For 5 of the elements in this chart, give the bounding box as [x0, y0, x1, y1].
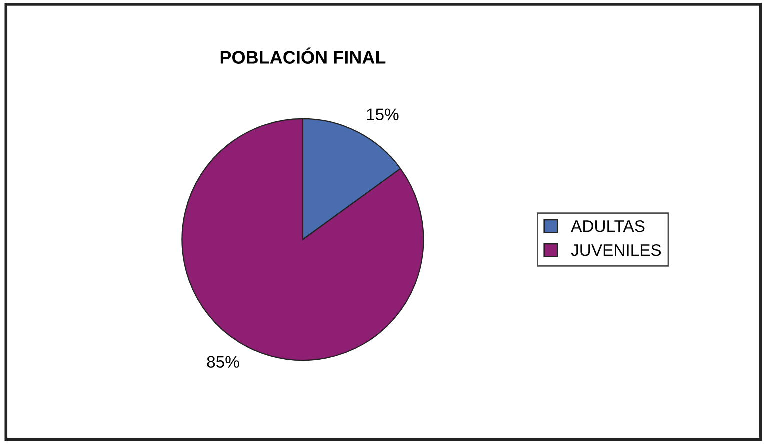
- legend-label: JUVENILES: [571, 244, 662, 256]
- chart-title: POBLACIÓN FINAL: [220, 48, 386, 64]
- data-label: 85%: [207, 356, 240, 368]
- legend-label: ADULTAS: [571, 220, 645, 232]
- data-label: 15%: [367, 108, 399, 120]
